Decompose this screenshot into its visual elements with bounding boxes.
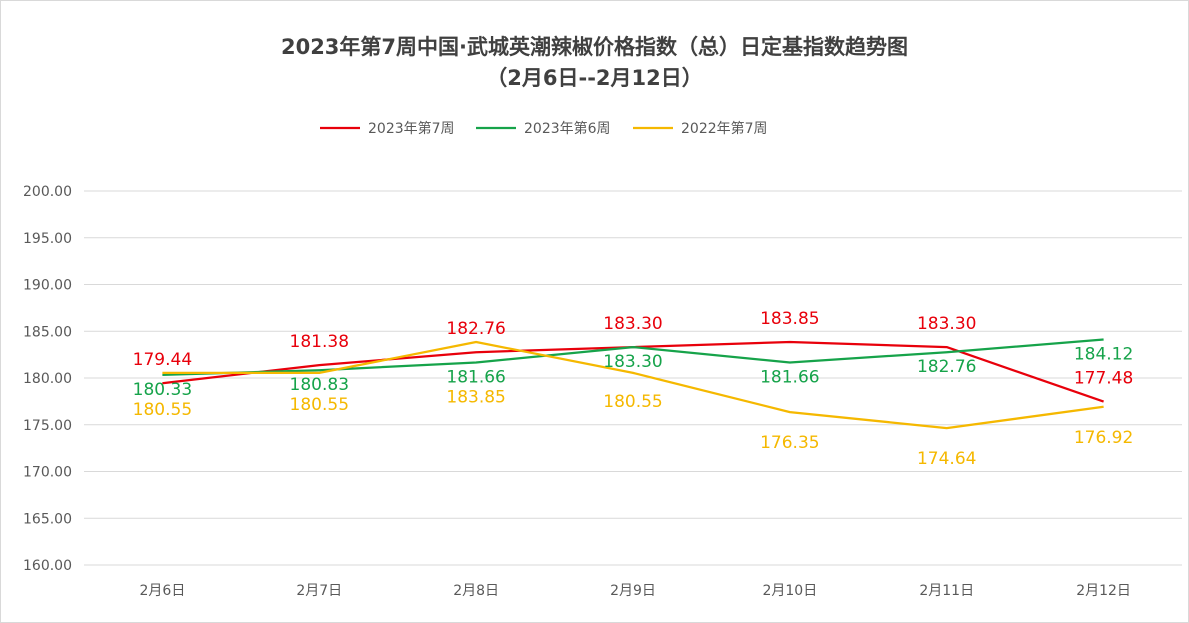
data-label: 184.12 [1074,344,1133,364]
y-tick-label: 200.00 [23,184,72,200]
data-label: 182.76 [917,357,976,377]
data-label: 183.30 [603,314,662,334]
x-tick-label: 2月11日 [919,583,974,599]
x-tick-label: 2月8日 [453,583,499,599]
y-tick-label: 175.00 [23,418,72,434]
x-tick-label: 2月7日 [296,583,342,599]
data-label: 180.83 [290,375,349,395]
y-tick-label: 195.00 [23,231,72,247]
legend-label: 2022年第7周 [681,120,768,137]
data-label: 180.55 [603,392,662,412]
x-tick-label: 2月10日 [762,583,817,599]
series-lines [162,338,1104,430]
legend-label: 2023年第7周 [368,120,455,137]
y-tick-label: 165.00 [23,511,72,527]
series-line-2 [162,340,1104,430]
data-label: 174.64 [917,449,976,469]
y-tick-label: 190.00 [23,278,72,294]
data-label: 176.35 [760,433,819,453]
data-label: 182.76 [446,319,505,339]
chart-subtitle: （2月6日--2月12日） [486,66,703,90]
x-tick-label: 2月9日 [610,583,656,599]
data-label: 183.85 [760,309,819,329]
data-label: 176.92 [1074,428,1133,448]
x-axis: 2月6日 2月7日 2月8日 2月9日 2月10日 2月11日 2月12日 [140,583,1131,599]
y-tick-label: 180.00 [23,371,72,387]
x-tick-label: 2月12日 [1076,583,1131,599]
data-label: 180.55 [290,395,349,415]
data-label: 181.66 [446,367,505,387]
data-label: 183.30 [603,352,662,372]
y-tick-label: 160.00 [23,558,72,574]
gridlines [84,190,1182,566]
data-labels: 179.44 181.38 182.76 183.30 183.85 183.30 177.… [133,309,1134,469]
legend-label: 2023年第6周 [524,120,611,137]
y-tick-label: 185.00 [23,324,72,340]
legend: 2023年第7周 2023年第6周 2022年第7周 [320,120,768,137]
data-label: 177.48 [1074,369,1133,389]
series-line-1 [162,338,1104,377]
y-tick-label: 170.00 [23,465,72,481]
chart-title: 2023年第7周中国·武城英潮辣椒价格指数（总）日定基指数趋势图 [280,35,909,59]
data-label: 181.38 [290,332,349,352]
data-label: 180.33 [133,380,192,400]
data-label: 183.30 [917,314,976,334]
data-label: 181.66 [760,367,819,387]
data-label: 179.44 [133,350,192,370]
y-axis: 160.00 165.00 170.00 175.00 180.00 185.00 190.… [23,184,72,574]
data-label: 183.85 [446,387,505,407]
x-tick-label: 2月6日 [140,583,186,599]
data-label: 180.55 [133,400,192,420]
